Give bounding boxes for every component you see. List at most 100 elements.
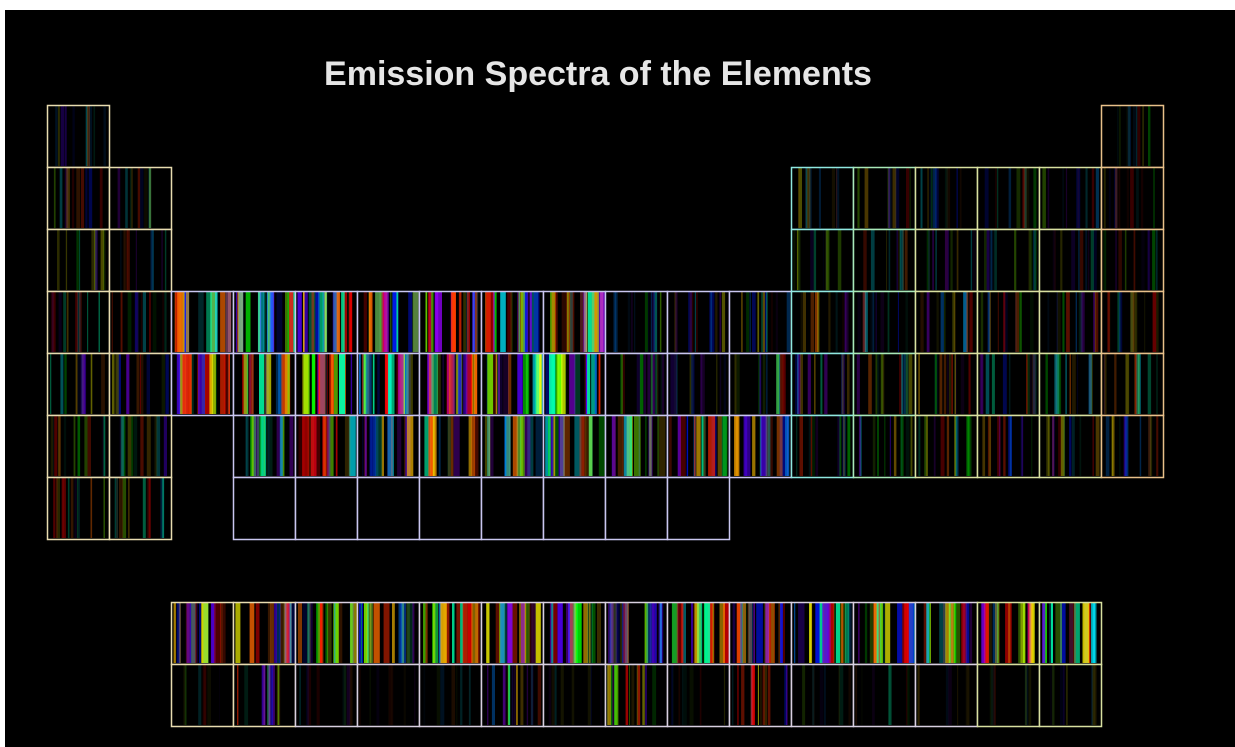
spectral-line — [424, 665, 426, 725]
spectral-line — [752, 416, 755, 476]
spectral-line — [841, 603, 843, 663]
spectral-line — [104, 478, 105, 538]
spectral-line — [948, 665, 952, 725]
spectral-line — [924, 416, 928, 476]
spectral-line — [117, 478, 118, 538]
spectral-line — [893, 168, 897, 228]
element-cell — [729, 664, 792, 727]
spectral-line — [254, 416, 260, 476]
spectral-line — [71, 478, 74, 538]
spectral-line — [793, 230, 795, 290]
element-cell — [729, 415, 792, 478]
spectral-line — [387, 416, 393, 476]
spectral-line — [909, 354, 913, 414]
element-cell — [233, 291, 296, 354]
spectral-line — [486, 603, 489, 663]
spectral-line — [1124, 416, 1127, 476]
spectral-line — [611, 603, 617, 663]
spectral-line — [1119, 106, 1121, 166]
spectral-line — [74, 416, 76, 476]
spectral-line — [1137, 106, 1140, 166]
spectral-line — [373, 416, 378, 476]
spectral-line — [941, 292, 944, 352]
element-cell — [1101, 291, 1164, 354]
spectral-line — [63, 292, 66, 352]
spectral-line — [1066, 665, 1068, 725]
spectral-line — [750, 292, 751, 352]
spectral-line — [1015, 292, 1019, 352]
spectral-line — [153, 292, 157, 352]
spectral-line — [507, 603, 513, 663]
spectral-line — [1052, 665, 1054, 725]
element-cell — [977, 167, 1040, 230]
spectral-line — [1031, 416, 1032, 476]
spectral-line — [1027, 603, 1031, 663]
spectral-line — [952, 292, 954, 352]
spectral-line — [1127, 168, 1129, 228]
spectral-line — [456, 603, 460, 663]
spectral-line — [149, 168, 151, 228]
spectral-line — [185, 354, 191, 414]
spectral-line — [274, 603, 277, 663]
spectral-line — [820, 665, 824, 725]
spectral-line — [166, 354, 169, 414]
spectral-line — [647, 354, 650, 414]
spectral-line — [612, 416, 616, 476]
element-cell — [47, 353, 110, 416]
spectral-line — [349, 292, 352, 352]
element-cell — [419, 477, 482, 540]
spectral-line — [812, 416, 815, 476]
spectral-line — [347, 665, 351, 725]
element-cell — [295, 415, 358, 478]
element-cell — [915, 229, 978, 292]
spectral-line — [120, 230, 121, 290]
spectral-line — [466, 292, 469, 352]
spectral-line — [652, 665, 656, 725]
spectral-line — [280, 416, 283, 476]
spectral-line — [1107, 292, 1110, 352]
spectral-line — [315, 292, 319, 352]
spectral-line — [812, 665, 815, 725]
spectral-line — [836, 168, 837, 228]
spectral-line — [1140, 416, 1142, 476]
spectral-line — [67, 292, 69, 352]
spectral-line — [87, 292, 88, 352]
spectral-line — [865, 292, 868, 352]
spectral-line — [737, 665, 739, 725]
spectral-line — [649, 416, 652, 476]
spectral-line — [863, 230, 866, 290]
spectral-line — [396, 292, 398, 352]
spectral-line — [580, 416, 585, 476]
spectral-line — [447, 354, 453, 414]
spectral-line — [343, 665, 346, 725]
spectral-line — [1042, 603, 1045, 663]
spectral-line — [800, 416, 804, 476]
spectral-line — [487, 416, 490, 476]
spectral-line — [215, 292, 218, 352]
cell-background — [729, 291, 791, 353]
spectral-line — [124, 230, 126, 290]
spectral-line — [701, 416, 706, 476]
spectral-line — [1009, 354, 1010, 414]
spectral-line — [1072, 416, 1075, 476]
spectral-line — [492, 665, 495, 725]
spectral-line — [288, 292, 290, 352]
spectral-line — [134, 416, 137, 476]
spectral-line — [934, 416, 936, 476]
spectral-line — [299, 665, 301, 725]
spectral-line — [76, 168, 80, 228]
spectral-line — [1136, 106, 1137, 166]
spectral-line — [364, 292, 367, 352]
spectral-line — [624, 416, 630, 476]
spectral-line — [1017, 168, 1021, 228]
spectral-line — [562, 292, 568, 352]
spectral-line — [52, 292, 54, 352]
element-cell — [853, 291, 916, 354]
spectral-line — [57, 230, 60, 290]
spectral-line — [694, 603, 701, 663]
spectral-line — [1072, 354, 1076, 414]
spectral-line — [631, 292, 633, 352]
spectral-line — [599, 292, 604, 352]
spectral-line — [407, 416, 413, 476]
spectral-line — [564, 416, 570, 476]
